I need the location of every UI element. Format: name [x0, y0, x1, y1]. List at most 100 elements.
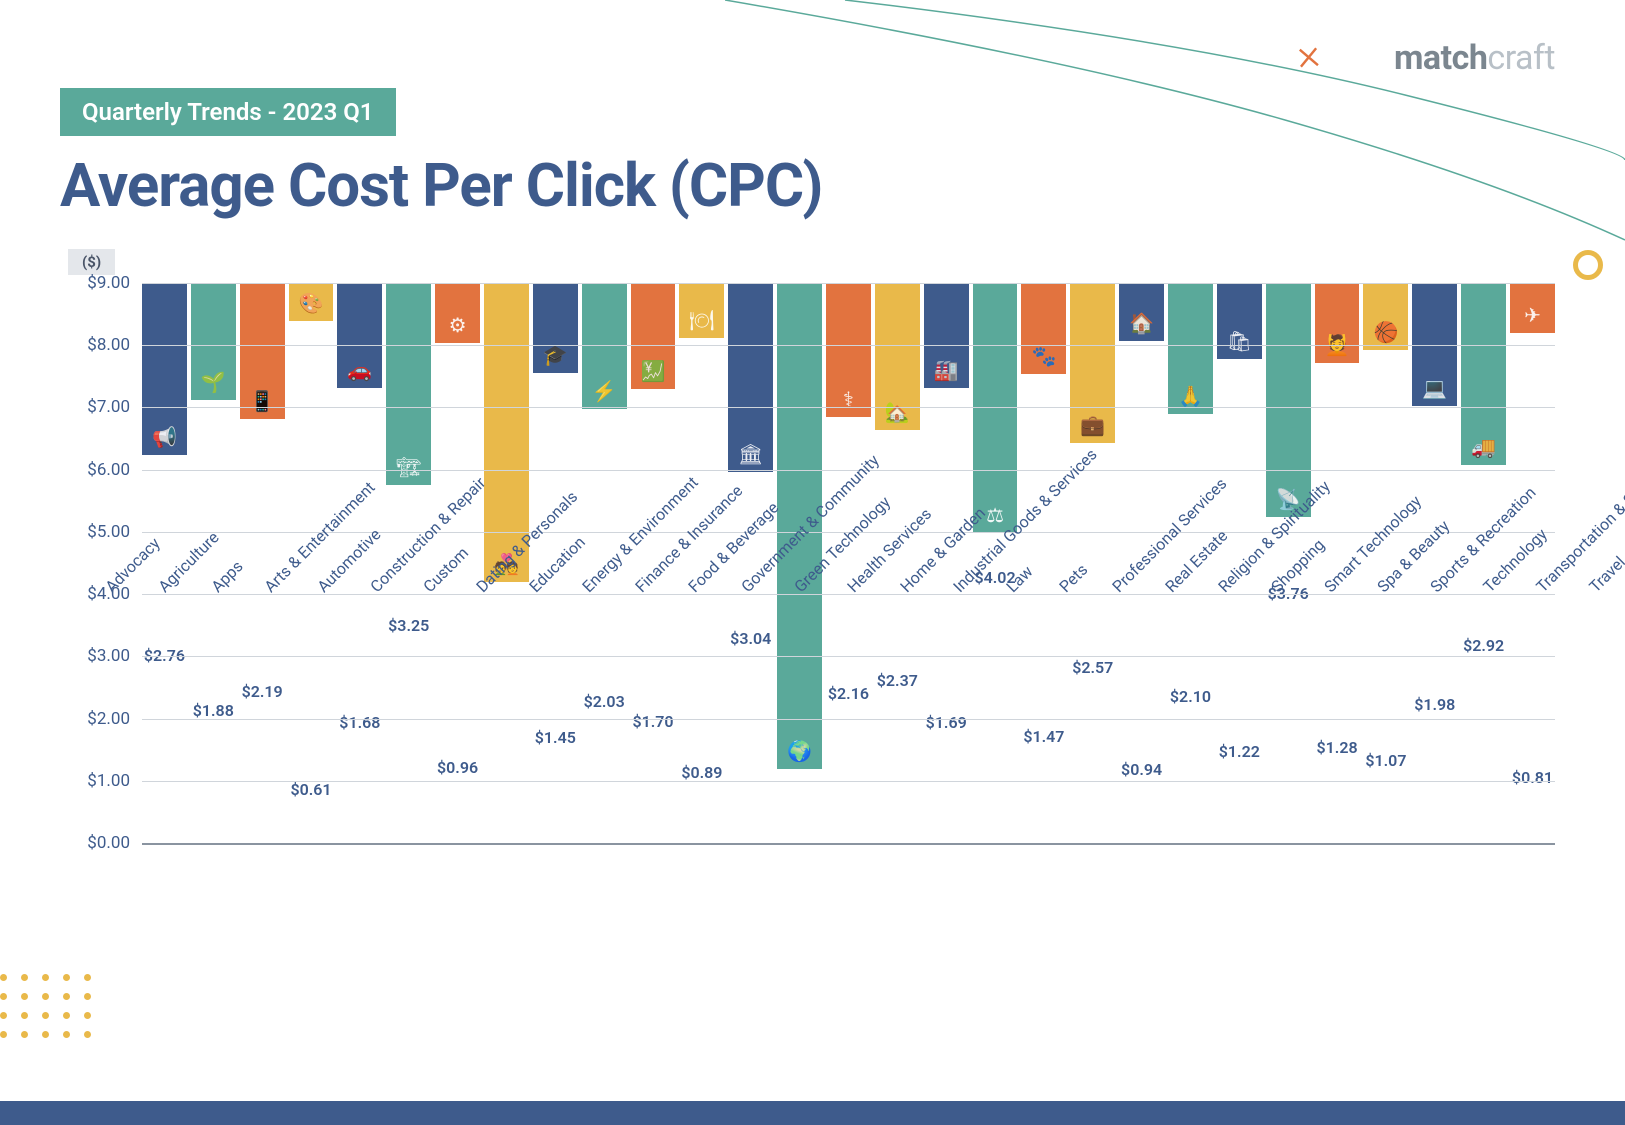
bar: 🍽 [679, 283, 724, 338]
bar: 🏭 [924, 283, 969, 388]
category-icon: 🏗 [395, 453, 423, 481]
baseline [142, 843, 1555, 845]
page-title: Average Cost Per Click (CPC) [60, 150, 1565, 221]
category-icon: 🏭 [932, 356, 960, 384]
footer-bar [0, 1101, 1625, 1125]
x-label-column: Industrial Goods & Services [930, 565, 979, 765]
bar: 🌱 [191, 283, 236, 400]
category-icon: 🛍 [1225, 327, 1253, 355]
category-icon: 🏛 [737, 440, 765, 468]
x-label-column: Pets [1036, 565, 1085, 765]
bar: 📱 [240, 283, 285, 419]
gridline [142, 345, 1555, 346]
category-icon: 🏠 [1128, 309, 1156, 337]
gridline [142, 781, 1555, 782]
bar: 🏗 [386, 283, 431, 485]
x-label-column: Apps [188, 565, 237, 765]
x-label-column: Arts & Entertainment [241, 565, 290, 765]
x-axis-labels: AdvocacyAgricultureAppsArts & Entertainm… [82, 565, 1615, 765]
bar: 🏠 [1119, 283, 1164, 341]
category-icon: 📢 [150, 423, 178, 451]
x-label-column: Home & Garden [877, 565, 926, 765]
category-icon: 💹 [639, 357, 667, 385]
gridline [142, 407, 1555, 408]
y-tick-label: $5.00 [87, 522, 130, 542]
bar: 💆 [1315, 283, 1360, 363]
category-icon: 🙏 [1176, 382, 1204, 410]
x-label-column: Smart Technology [1301, 565, 1350, 765]
logo-bold: match [1394, 38, 1487, 78]
x-label-column: Construction & Repair [347, 565, 396, 765]
x-label-column: Travel [1566, 565, 1615, 765]
x-axis-label: Travel [1585, 552, 1625, 596]
x-axis-label: Pets [1055, 560, 1091, 596]
category-icon: 🚗 [346, 356, 374, 384]
bar: 🏛 [728, 283, 773, 472]
bar: 🚚 [1461, 283, 1506, 465]
category-icon: 🐾 [1030, 342, 1058, 370]
bar: 💼 [1070, 283, 1115, 443]
y-tick-label: $7.00 [87, 397, 130, 417]
bar: 🐾 [1021, 283, 1066, 374]
x-label-column: Advocacy [82, 565, 131, 765]
bar: 🎨 [289, 283, 334, 321]
gridline [142, 283, 1555, 284]
x-label-column: Health Services [824, 565, 873, 765]
category-icon: ⚡ [590, 377, 618, 405]
x-label-column: Automotive [294, 565, 343, 765]
bar: ⚙ [435, 283, 480, 343]
decorative-x-icon: × [1295, 27, 1323, 81]
bar: 💹 [631, 283, 676, 389]
decorative-circle-icon [1573, 250, 1603, 280]
category-icon: ⚙ [444, 311, 472, 339]
bar: 🙏 [1168, 283, 1213, 414]
x-label-column: Transportation & Storage [1513, 565, 1562, 765]
category-icon: ✈ [1518, 301, 1546, 329]
y-tick-label: $1.00 [87, 771, 130, 791]
x-label-column: Technology [1460, 565, 1509, 765]
category-icon: 🎨 [297, 289, 325, 317]
logo-light: craft [1487, 38, 1555, 78]
x-label-column: Real Estate [1142, 565, 1191, 765]
bar-value-label: $0.89 [681, 763, 722, 782]
x-label-column: Energy & Environment [559, 565, 608, 765]
bar: 🏀 [1363, 283, 1408, 350]
x-label-column: Law [983, 565, 1032, 765]
y-tick-label: $0.00 [87, 833, 130, 853]
bar: 📡 [1266, 283, 1311, 517]
bar: 🚗 [337, 283, 382, 388]
y-tick-label: $9.00 [87, 273, 130, 293]
x-axis-label: Law [1002, 562, 1036, 596]
x-label-column: Government & Community [718, 565, 767, 765]
category-icon: 💻 [1421, 374, 1449, 402]
category-icon: 💼 [1079, 411, 1107, 439]
quarter-badge: Quarterly Trends - 2023 Q1 [60, 88, 396, 136]
x-label-column: Religion & Spirituality [1195, 565, 1244, 765]
decorative-dots [0, 974, 91, 1050]
bar: ✈ [1510, 283, 1555, 333]
x-label-column: Custom [400, 565, 449, 765]
bar: 🛍 [1217, 283, 1262, 359]
bar: 📢 [142, 283, 187, 455]
category-icon: 🌱 [199, 368, 227, 396]
x-label-column: Agriculture [135, 565, 184, 765]
x-label-column: Finance & Insurance [612, 565, 661, 765]
category-icon: 🚚 [1470, 433, 1498, 461]
x-label-column: Education [506, 565, 555, 765]
x-label-column: Spa & Beauty [1354, 565, 1403, 765]
y-tick-label: $6.00 [87, 460, 130, 480]
bar: 🎓 [533, 283, 578, 373]
category-icon: 📱 [248, 387, 276, 415]
bar-value-label: $0.61 [290, 780, 331, 799]
brand-logo: matchcraft [1394, 38, 1555, 78]
category-icon: ⚕ [834, 385, 862, 413]
page: × matchcraft Quarterly Trends - 2023 Q1 … [0, 0, 1625, 1125]
x-label-column: Dating & Personals [453, 565, 502, 765]
bar-value-label: $0.81 [1512, 768, 1553, 787]
category-icon: 🍽 [688, 306, 716, 334]
bar: ⚕ [826, 283, 871, 417]
unit-badge: ($) [68, 249, 115, 275]
x-label-column: Green Technology [771, 565, 820, 765]
x-label-column: Sports & Recreation [1407, 565, 1456, 765]
y-tick-label: $8.00 [87, 335, 130, 355]
